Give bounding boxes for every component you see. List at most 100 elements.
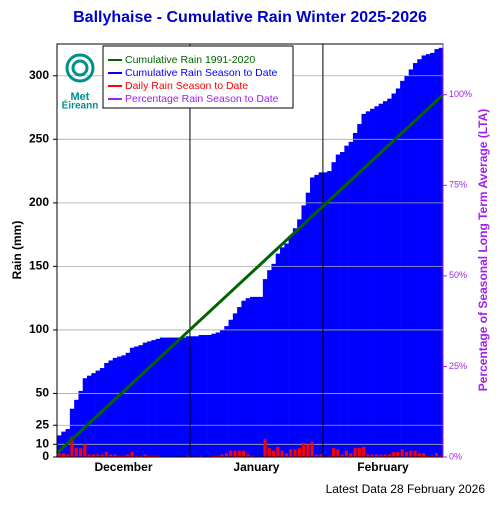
cumulative-bar — [155, 338, 161, 457]
cumulative-bar — [284, 243, 289, 457]
cumulative-bar — [69, 408, 75, 457]
cumulative-bar — [57, 435, 62, 457]
x-tick-label: February — [357, 460, 409, 474]
daily-bar — [336, 449, 340, 457]
cumulative-bar — [87, 375, 92, 457]
x-tick-label: December — [94, 460, 152, 474]
y-tick-label: 10 — [36, 436, 50, 450]
cumulative-bar — [378, 103, 384, 458]
legend-label: Cumulative Rain 1991-2020 — [125, 54, 255, 66]
daily-bar — [370, 454, 374, 457]
daily-bar — [109, 454, 113, 457]
daily-bar — [413, 450, 417, 457]
daily-bar — [362, 446, 366, 457]
cumulative-bar — [322, 172, 328, 457]
cumulative-bar — [198, 335, 204, 457]
y2-tick-label: 50% — [449, 270, 467, 280]
daily-bar — [426, 455, 430, 457]
cumulative-bar — [172, 337, 178, 457]
cumulative-bar — [245, 298, 251, 457]
cumulative-bar — [74, 399, 79, 457]
daily-bar — [104, 451, 108, 457]
logo-text: Éireann — [62, 99, 99, 112]
cumulative-bar — [211, 333, 216, 457]
cumulative-bar — [370, 108, 375, 457]
cumulative-bar — [194, 336, 199, 457]
cumulative-bar — [134, 346, 139, 457]
daily-bar — [66, 454, 70, 457]
cumulative-bar — [288, 235, 294, 457]
daily-bar — [199, 455, 203, 457]
cumulative-bar — [258, 296, 264, 457]
daily-bar — [374, 454, 379, 457]
cumulative-bar — [331, 162, 337, 458]
cumulative-bar — [112, 357, 118, 457]
cumulative-bar — [117, 356, 122, 457]
logo: Met Éireann — [62, 53, 99, 112]
cumulative-bar — [365, 111, 371, 457]
daily-bar — [383, 454, 387, 457]
daily-bar — [139, 455, 143, 457]
cumulative-bar — [374, 106, 379, 457]
legend-label: Cumulative Rain Season to Date — [125, 67, 277, 79]
daily-bar — [74, 448, 78, 457]
y2-tick-label: 0% — [449, 451, 462, 461]
daily-bar — [422, 453, 426, 457]
cumulative-bar — [310, 177, 315, 457]
daily-bar — [332, 448, 336, 457]
cumulative-bar — [82, 378, 88, 457]
cumulative-bar — [224, 326, 229, 457]
cumulative-bar — [425, 54, 431, 458]
logo-swirl — [65, 53, 95, 83]
daily-bar — [400, 449, 404, 457]
cumulative-bar — [129, 347, 135, 457]
daily-bar — [220, 454, 224, 457]
daily-bar — [435, 453, 439, 457]
daily-bar — [267, 448, 271, 457]
cumulative-bar — [361, 113, 367, 458]
daily-bar — [289, 449, 293, 457]
y-tick-label: 250 — [29, 131, 49, 145]
cumulative-bar — [228, 319, 234, 457]
daily-bar — [349, 453, 353, 457]
footer: Latest Data 28 February 2026 — [326, 482, 486, 496]
daily-bar — [246, 454, 250, 457]
cumulative-bar — [387, 98, 392, 458]
cumulative-bar — [421, 55, 427, 458]
daily-bar — [319, 454, 323, 457]
daily-bar — [117, 455, 121, 457]
daily-bar — [366, 454, 370, 457]
cumulative-bar — [412, 63, 418, 458]
cumulative-bar — [125, 352, 131, 457]
daily-bar — [250, 455, 254, 457]
daily-bar — [186, 455, 190, 457]
daily-bar — [396, 451, 400, 457]
daily-bar — [212, 455, 216, 457]
cumulative-bar — [382, 101, 388, 457]
daily-bar — [387, 454, 391, 457]
daily-bar — [237, 450, 241, 457]
daily-bar — [87, 454, 91, 457]
cumulative-bar — [151, 340, 156, 457]
daily-bar — [224, 453, 228, 457]
daily-bar — [91, 454, 95, 457]
cumulative-bar — [340, 152, 345, 457]
daily-bar — [392, 451, 396, 457]
cumulative-bar — [344, 145, 349, 457]
cumulative-bar — [262, 279, 268, 457]
cumulative-bar — [241, 300, 247, 457]
daily-bar — [276, 446, 280, 457]
cumulative-bar — [275, 253, 281, 457]
daily-bar — [314, 454, 319, 457]
daily-bar — [302, 443, 306, 457]
cumulative-bar — [438, 47, 444, 457]
daily-bar — [57, 453, 61, 457]
y-tick-label: 300 — [29, 68, 49, 82]
cumulative-bar — [280, 247, 285, 457]
cumulative-bar — [202, 335, 208, 457]
daily-bar — [357, 448, 361, 457]
daily-bar — [156, 455, 160, 457]
cumulative-bar — [108, 360, 114, 457]
